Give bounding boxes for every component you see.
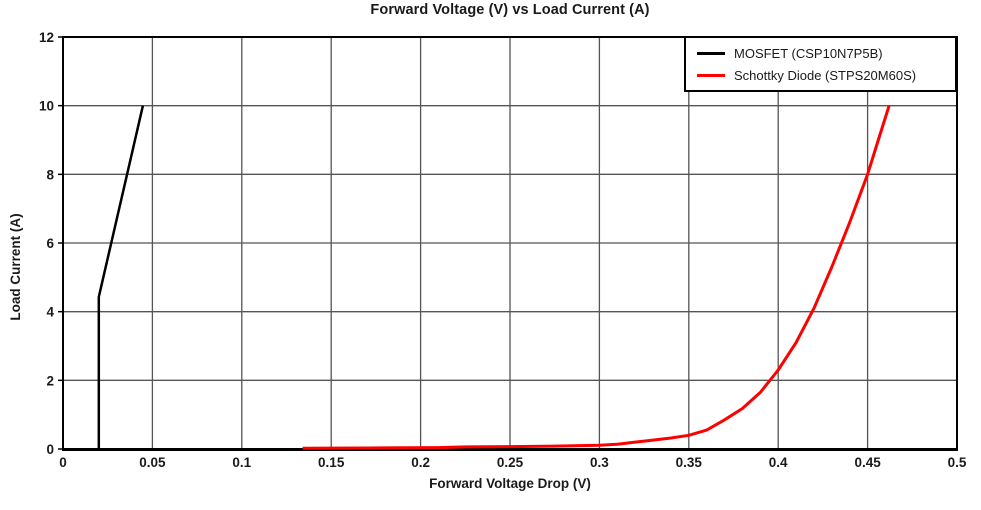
y-tick-label: 4 <box>46 305 54 320</box>
x-tick-label: 0.45 <box>854 455 881 470</box>
legend: MOSFET (CSP10N7P5B) Schottky Diode (STPS… <box>684 36 957 92</box>
y-tick-label: 8 <box>46 167 54 182</box>
schottky-curve <box>302 105 891 450</box>
x-tick-label: 0 <box>59 455 67 470</box>
x-tick-label: 0.1 <box>232 455 251 470</box>
y-tick-label: 12 <box>39 30 54 45</box>
legend-item-mosfet: MOSFET (CSP10N7P5B) <box>697 44 955 62</box>
x-tick-label: 0.5 <box>948 455 967 470</box>
x-axis-title: Forward Voltage Drop (V) <box>429 476 591 491</box>
x-tick-label: 0.3 <box>590 455 609 470</box>
chart-title: Forward Voltage (V) vs Load Current (A) <box>370 2 650 18</box>
legend-item-schottky: Schottky Diode (STPS20M60S) <box>697 66 955 84</box>
y-tick-label: 6 <box>46 236 54 251</box>
y-tick-label: 0 <box>46 442 54 457</box>
mosfet-curve <box>97 105 145 449</box>
x-tick-label: 0.4 <box>769 455 788 470</box>
x-tick-label: 0.25 <box>497 455 524 470</box>
y-axis-title: Load Current (A) <box>8 213 23 321</box>
legend-label-mosfet: MOSFET (CSP10N7P5B) <box>734 45 883 61</box>
x-tick-label: 0.35 <box>676 455 703 470</box>
x-tick-label: 0.05 <box>139 455 166 470</box>
x-tick-label: 0.2 <box>411 455 430 470</box>
x-tick-label: 0.15 <box>318 455 345 470</box>
y-tick-label: 10 <box>39 99 54 114</box>
legend-label-schottky: Schottky Diode (STPS20M60S) <box>734 67 917 83</box>
y-tick-label: 2 <box>46 373 54 388</box>
legend-line-mosfet-icon <box>697 51 725 55</box>
legend-line-schottky-icon <box>697 73 725 77</box>
